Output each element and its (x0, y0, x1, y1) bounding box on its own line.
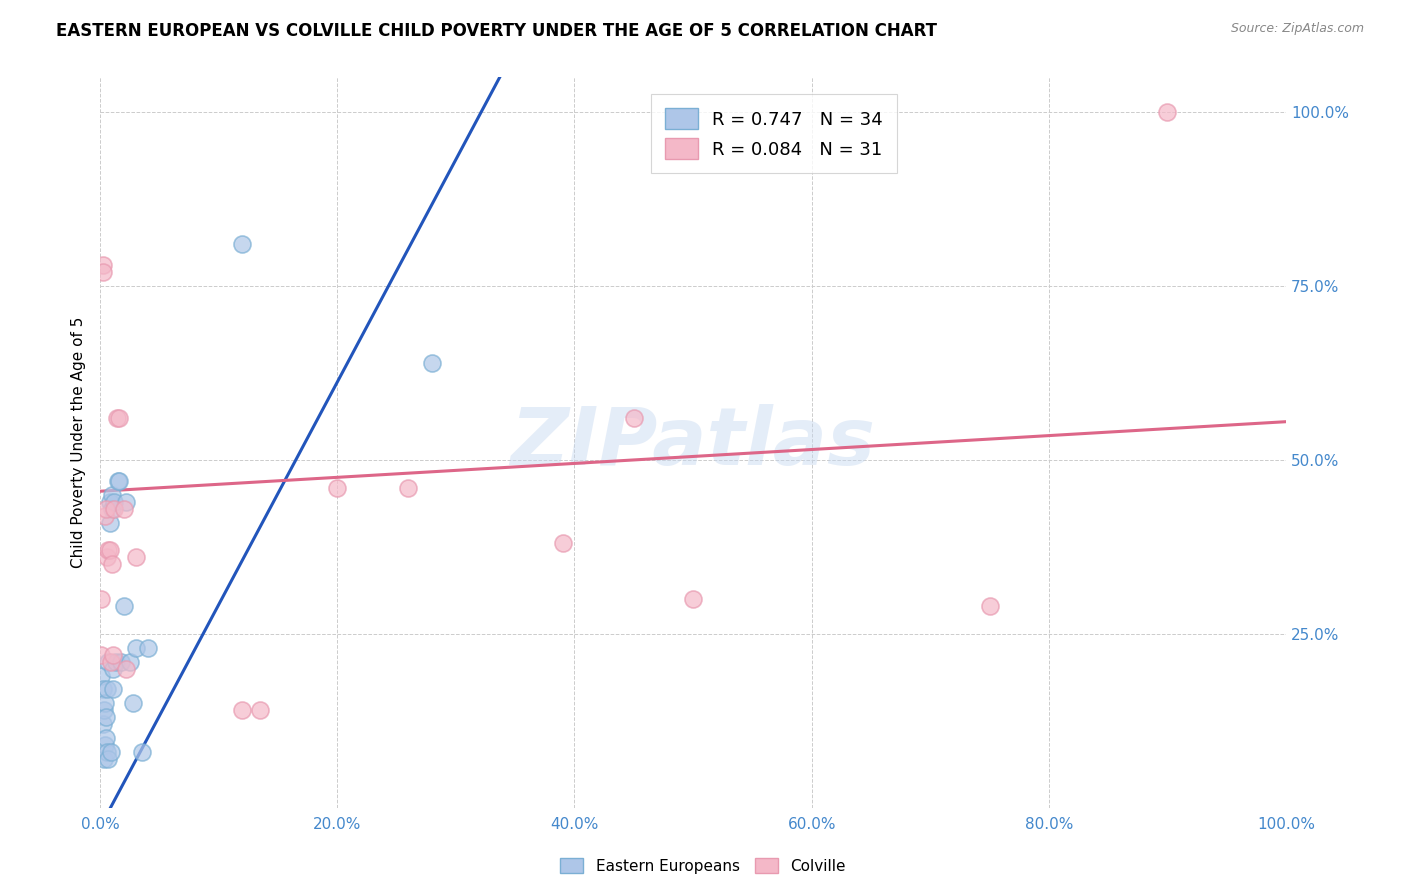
Point (100, 655, 122, 669)
Point (249, 703, 271, 717)
Point (91, 717, 114, 731)
Point (125, 550, 148, 565)
Point (979, 599, 1001, 613)
Legend: R = 0.747   N = 34, R = 0.084   N = 31: R = 0.747 N = 34, R = 0.084 N = 31 (651, 94, 897, 173)
Point (90, 668, 112, 682)
Point (94, 710, 117, 724)
Point (97, 752, 120, 766)
Point (110, 655, 132, 669)
Point (93, 703, 115, 717)
Point (96, 745, 118, 759)
Point (96, 682, 118, 697)
Point (98, 494, 121, 508)
Point (96, 550, 118, 565)
Point (97, 543, 120, 558)
Point (94, 508, 117, 523)
Point (420, 355, 443, 369)
Legend: Eastern Europeans, Colville: Eastern Europeans, Colville (554, 852, 852, 880)
Point (90, 648, 112, 662)
Point (1156, 105, 1178, 120)
Point (98, 516, 121, 530)
Point (90, 592, 112, 607)
Point (91, 682, 114, 697)
Point (108, 474, 131, 488)
Point (100, 745, 122, 759)
Point (131, 745, 153, 759)
Point (101, 488, 124, 502)
Point (103, 494, 125, 508)
Point (101, 682, 124, 697)
Point (682, 592, 704, 607)
Point (98, 543, 121, 558)
Point (105, 411, 128, 425)
Text: EASTERN EUROPEAN VS COLVILLE CHILD POVERTY UNDER THE AGE OF 5 CORRELATION CHART: EASTERN EUROPEAN VS COLVILLE CHILD POVER… (56, 22, 938, 40)
Text: ZIPatlas: ZIPatlas (510, 403, 876, 482)
Point (115, 662, 138, 676)
Point (97, 655, 120, 669)
Point (101, 501, 124, 516)
Point (118, 655, 141, 669)
Point (104, 655, 127, 669)
Point (125, 640, 148, 655)
Point (231, 237, 253, 252)
Point (101, 648, 124, 662)
Point (91, 265, 114, 279)
Point (551, 536, 574, 550)
Text: Source: ZipAtlas.com: Source: ZipAtlas.com (1230, 22, 1364, 36)
Point (93, 752, 115, 766)
Point (101, 662, 124, 676)
Point (91, 258, 114, 272)
Point (112, 599, 135, 613)
Point (94, 738, 117, 752)
Point (623, 411, 645, 425)
Point (122, 697, 145, 711)
Point (112, 501, 135, 516)
Point (231, 703, 253, 717)
Point (103, 501, 125, 516)
Point (101, 558, 124, 572)
Point (94, 697, 117, 711)
Point (326, 481, 349, 495)
Point (108, 411, 131, 425)
Point (136, 640, 159, 655)
Y-axis label: Child Poverty Under the Age of 5: Child Poverty Under the Age of 5 (72, 317, 86, 568)
Point (107, 474, 129, 488)
Point (115, 494, 138, 508)
Point (94, 731, 117, 746)
Point (398, 481, 420, 495)
Point (94, 501, 117, 516)
